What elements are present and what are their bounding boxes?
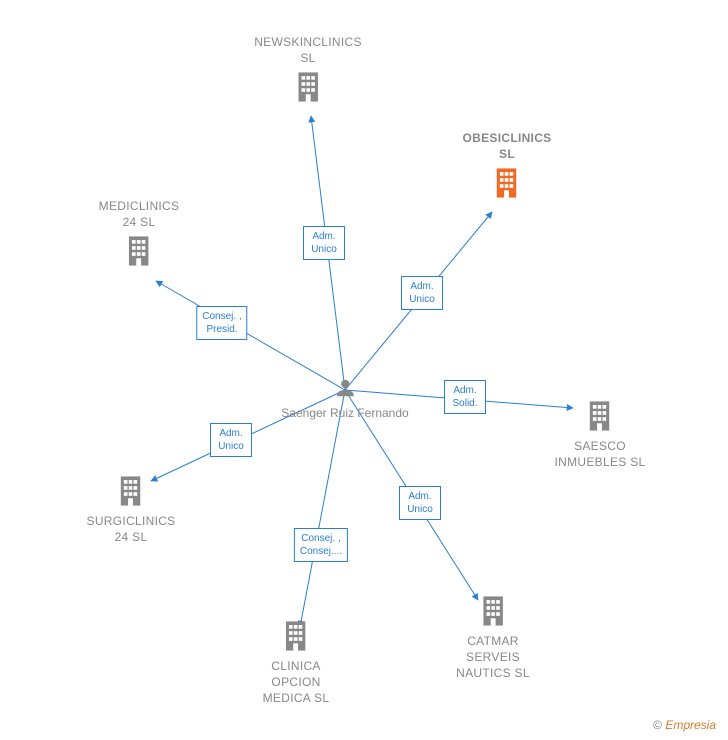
network-diagram: Saenger Ruiz Fernando NEWSKINCLINICSSL OB… — [0, 0, 728, 740]
company-label: NEWSKINCLINICSSL — [254, 34, 362, 66]
building-icon — [116, 474, 146, 513]
person-icon — [334, 377, 356, 404]
company-label: OBESICLINICSSL — [463, 130, 552, 162]
company-node-newskinclinics: NEWSKINCLINICSSL — [254, 34, 362, 109]
building-icon — [492, 166, 522, 205]
edge-label-newskinclinics: Adm. Unico — [303, 226, 345, 260]
company-label: MEDICLINICS24 SL — [99, 198, 180, 230]
company-node-saesco: SAESCOINMUEBLES SL — [555, 395, 646, 470]
edge-label-clinica: Consej. , Consej.... — [294, 528, 348, 562]
edge-label-catmar: Adm. Unico — [399, 486, 441, 520]
center-node-label: Saenger Ruiz Fernando — [281, 406, 408, 422]
brand-name: Empresia — [665, 718, 716, 732]
edge-label-saesco: Adm. Solid. — [444, 380, 486, 414]
company-node-surgiclinics: SURGICLINICS24 SL — [87, 470, 176, 545]
building-icon — [124, 234, 154, 273]
building-icon — [293, 70, 323, 109]
edges-layer — [0, 0, 728, 740]
company-node-mediclinics: MEDICLINICS24 SL — [99, 198, 180, 273]
edge-label-obesiclinics: Adm. Unico — [401, 276, 443, 310]
copyright-symbol: © — [653, 718, 662, 732]
company-node-clinica: CLINICAOPCIONMEDICA SL — [263, 615, 330, 707]
edge-label-mediclinics: Consej. , Presid. — [196, 306, 247, 340]
center-node: Saenger Ruiz Fernando — [281, 373, 408, 422]
building-icon — [585, 399, 615, 438]
company-label: SURGICLINICS24 SL — [87, 513, 176, 545]
company-label: CATMARSERVEISNAUTICS SL — [456, 633, 530, 682]
footer-attribution: © Empresia — [653, 718, 716, 732]
company-node-catmar: CATMARSERVEISNAUTICS SL — [456, 590, 530, 682]
building-icon — [478, 594, 508, 633]
edge-label-surgiclinics: Adm. Unico — [210, 423, 252, 457]
company-node-obesiclinics: OBESICLINICSSL — [463, 130, 552, 205]
edge-line-clinica — [300, 390, 345, 627]
company-label: CLINICAOPCIONMEDICA SL — [263, 658, 330, 707]
building-icon — [281, 619, 311, 658]
company-label: SAESCOINMUEBLES SL — [555, 438, 646, 470]
